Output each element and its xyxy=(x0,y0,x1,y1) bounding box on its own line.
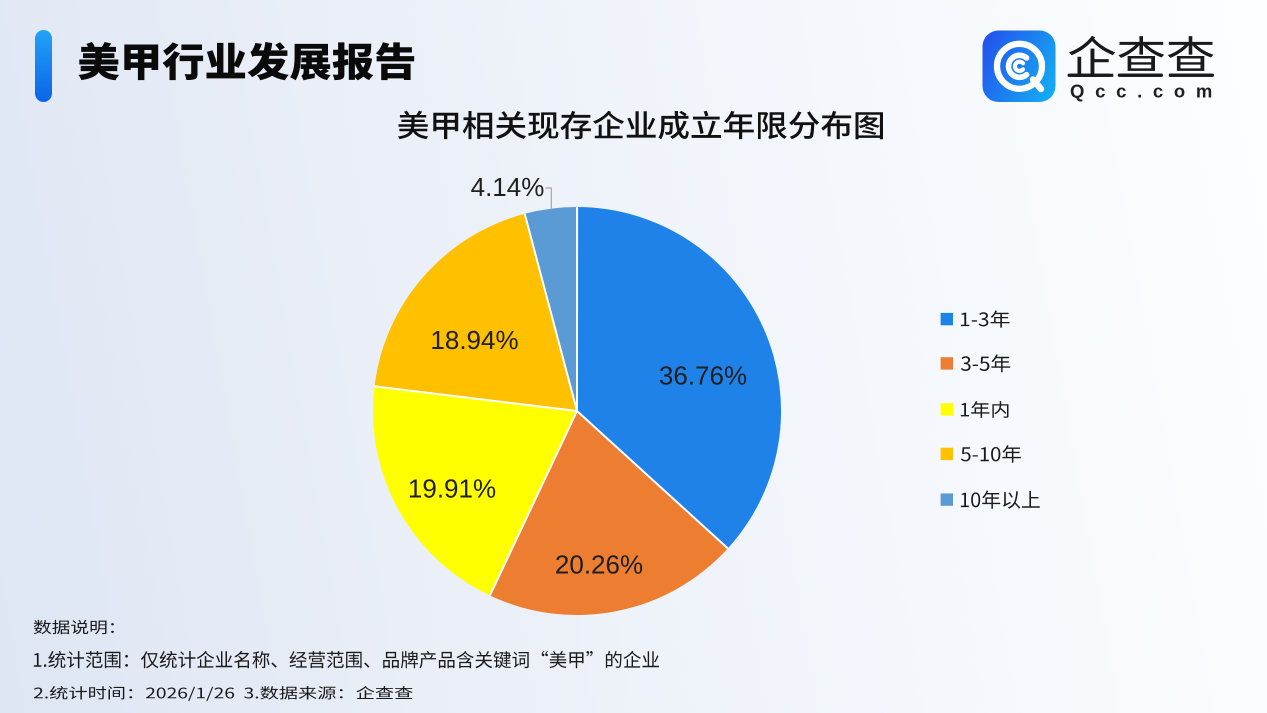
svg-text:18.94%: 18.94% xyxy=(430,325,518,355)
svg-text:4.14%: 4.14% xyxy=(471,172,545,202)
svg-text:Qcc.com: Qcc.com xyxy=(1070,80,1223,101)
svg-text:36.76%: 36.76% xyxy=(659,361,747,391)
svg-text:20.26%: 20.26% xyxy=(555,550,643,580)
svg-text:19.91%: 19.91% xyxy=(408,474,496,504)
